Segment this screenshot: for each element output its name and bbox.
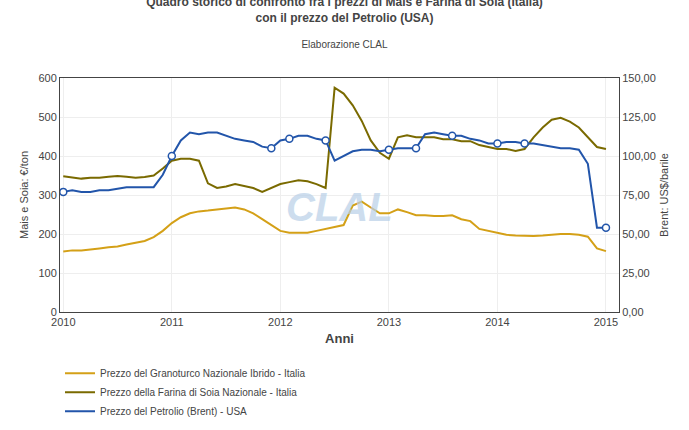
svg-text:Brent: US$/barile: Brent: US$/barile (658, 153, 670, 237)
svg-text:2015: 2015 (594, 316, 618, 328)
svg-text:2013: 2013 (377, 316, 401, 328)
svg-text:75,00: 75,00 (622, 189, 650, 201)
svg-text:400: 400 (38, 150, 56, 162)
svg-text:300: 300 (38, 189, 56, 201)
svg-text:CLAL: CLAL (286, 185, 393, 229)
svg-text:125,00: 125,00 (622, 111, 656, 123)
svg-text:50,00: 50,00 (622, 228, 650, 240)
svg-text:150,00: 150,00 (622, 72, 656, 84)
svg-text:0: 0 (51, 306, 57, 318)
svg-text:Mais e Soia: €/ton: Mais e Soia: €/ton (18, 151, 30, 239)
svg-text:2011: 2011 (160, 316, 184, 328)
svg-text:Prezzo del Petrolio (Brent) -: Prezzo del Petrolio (Brent) - USA (100, 406, 247, 417)
svg-text:Prezzo del Granoturco Nazional: Prezzo del Granoturco Nazionale Ibrido -… (100, 368, 306, 379)
svg-text:Anni: Anni (325, 331, 354, 346)
svg-text:Elaborazione CLAL: Elaborazione CLAL (301, 39, 388, 50)
svg-text:600: 600 (38, 72, 56, 84)
svg-text:200: 200 (38, 228, 56, 240)
svg-text:Quadro storico di confronto fr: Quadro storico di confronto fra i prezzi… (146, 0, 543, 25)
svg-text:2010: 2010 (51, 316, 75, 328)
svg-text:0,00: 0,00 (622, 306, 643, 318)
svg-text:500: 500 (38, 111, 56, 123)
svg-text:Prezzo della Farina di Soia Na: Prezzo della Farina di Soia Nazionale - … (100, 387, 297, 398)
svg-text:100: 100 (38, 267, 56, 279)
svg-text:2012: 2012 (268, 316, 292, 328)
svg-text:100,00: 100,00 (622, 150, 656, 162)
svg-text:2014: 2014 (485, 316, 509, 328)
svg-text:25,00: 25,00 (622, 267, 650, 279)
